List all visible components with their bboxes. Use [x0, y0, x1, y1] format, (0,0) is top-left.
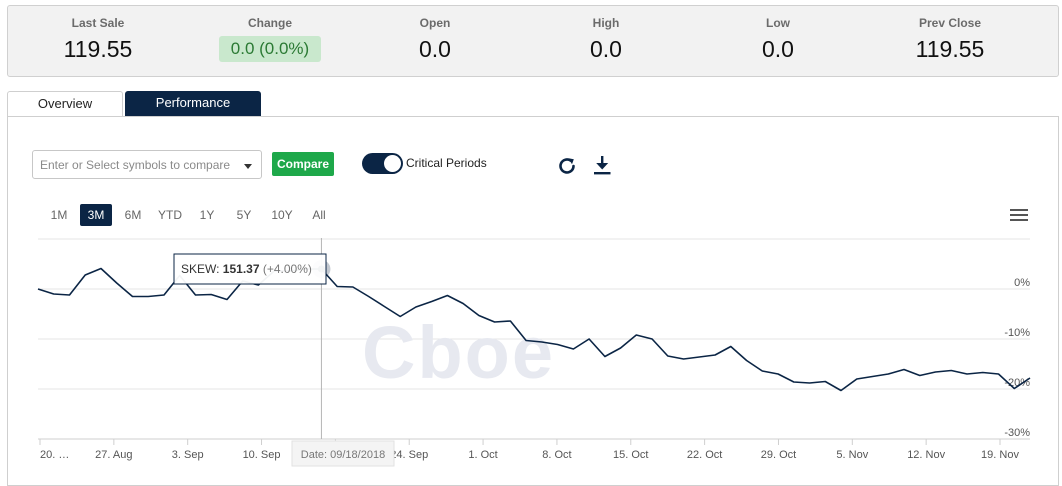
range-5y[interactable]: 5Y	[236, 208, 252, 222]
last-sale-stat: Last Sale 119.55	[13, 6, 183, 62]
compare-button[interactable]: Compare	[272, 152, 334, 176]
x-tick-label: 27. Aug	[95, 449, 132, 461]
open-label: Open	[419, 16, 451, 30]
x-tick-label: 19. Nov	[981, 449, 1019, 461]
toggle-knob	[384, 155, 401, 172]
x-tick-label: 20. …	[40, 449, 69, 461]
y-tick-label: -30%	[1004, 427, 1030, 439]
last-sale-label: Last Sale	[71, 16, 125, 30]
y-tick-label: -10%	[1004, 327, 1030, 339]
open-value: 0.0	[419, 36, 451, 62]
prev-close-value: 119.55	[915, 36, 985, 62]
high-label: High	[592, 16, 620, 30]
x-tick-label: 1. Oct	[468, 449, 497, 461]
range-1m[interactable]: 1M	[50, 208, 68, 222]
x-tick-label: 3. Sep	[172, 449, 204, 461]
x-tick-label: 29. Oct	[761, 449, 796, 461]
series-line-skew	[37, 267, 1031, 392]
critical-periods-toggle[interactable]	[362, 153, 403, 174]
tooltip-series-label: SKEW:	[181, 262, 223, 276]
tooltip-date-box	[291, 440, 395, 467]
range-6m[interactable]: 6M	[124, 208, 142, 222]
x-tick-label: 8. Oct	[542, 449, 571, 461]
compare-symbol-select[interactable]: Enter or Select symbols to compare	[32, 150, 262, 179]
change-badge: 0.0 (0.0%)	[218, 36, 322, 62]
x-tick-label: 24. Sep	[390, 449, 428, 461]
chevron-down-icon	[244, 164, 252, 169]
range-1y[interactable]: 1Y	[199, 208, 215, 222]
x-tick-label: 15. Oct	[613, 449, 648, 461]
range-3m[interactable]: 3M	[80, 204, 112, 226]
range-10y[interactable]: 10Y	[271, 208, 293, 222]
y-tick-label: 0%	[1014, 277, 1030, 289]
tooltip-text: SKEW: 151.37 (+4.00%)	[181, 262, 312, 276]
prev-close-stat: Prev Close 119.55	[865, 6, 1035, 62]
summary-bar: Last Sale 119.55 Change 0.0 (0.0%) Open …	[7, 5, 1059, 77]
x-tick-label: 5. Nov	[836, 449, 868, 461]
change-label: Change	[247, 16, 292, 30]
tab-performance[interactable]: Performance	[125, 91, 261, 116]
range-all[interactable]: All	[312, 208, 326, 222]
compare-placeholder: Enter or Select symbols to compare	[40, 158, 231, 172]
last-sale-value: 119.55	[63, 36, 133, 62]
tab-overview[interactable]: Overview	[7, 91, 123, 116]
x-tick-label: 10. Sep	[243, 449, 281, 461]
tooltip-value: 151.37	[223, 262, 263, 276]
tooltip-date-label: Date: 09/18/2018	[301, 449, 385, 461]
range-ytd[interactable]: YTD	[158, 208, 182, 222]
download-icon[interactable]	[592, 154, 612, 176]
prev-close-label: Prev Close	[918, 16, 982, 30]
x-tick-label: 12. Nov	[907, 449, 945, 461]
high-stat: High 0.0	[521, 6, 691, 62]
open-stat: Open 0.0	[350, 6, 520, 62]
change-stat: Change 0.0 (0.0%)	[185, 6, 355, 62]
critical-periods-label: Critical Periods	[406, 156, 487, 170]
low-stat: Low 0.0	[693, 6, 863, 62]
watermark: Cboe	[362, 311, 555, 394]
x-tick-label: 22. Oct	[687, 449, 722, 461]
low-label: Low	[766, 16, 790, 30]
refresh-icon[interactable]	[556, 155, 578, 177]
tooltip-box	[173, 253, 327, 285]
tooltip-change: (+4.00%)	[263, 262, 312, 276]
chart-menu-icon[interactable]	[1010, 209, 1028, 223]
low-value: 0.0	[762, 36, 794, 62]
high-value: 0.0	[590, 36, 622, 62]
